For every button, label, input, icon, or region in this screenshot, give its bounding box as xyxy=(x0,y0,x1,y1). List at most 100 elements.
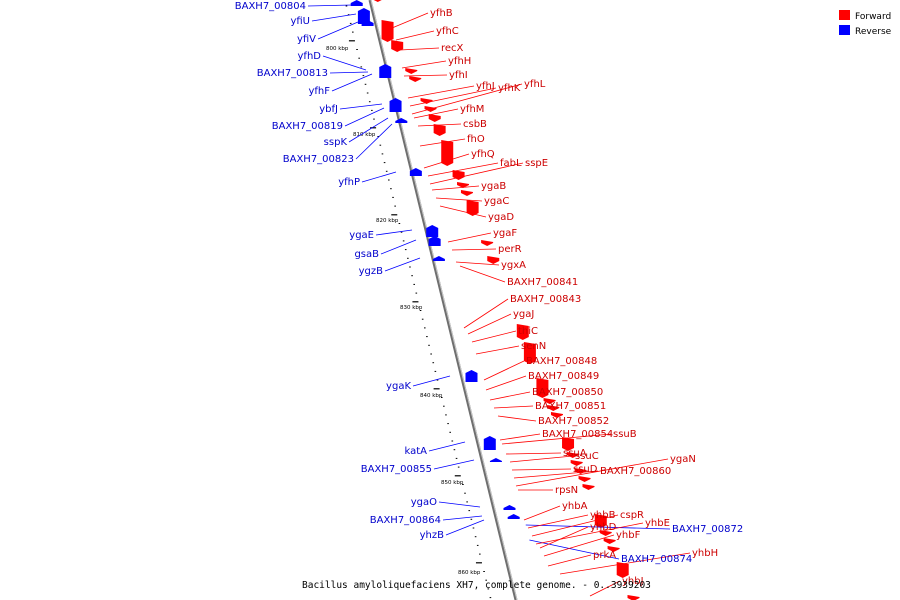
gene-label-baxh7_00848: BAXH7_00848 xyxy=(526,356,597,367)
gene-label-yhzb: yhzB xyxy=(420,530,445,541)
forward-gene-feature xyxy=(433,124,446,136)
reverse-gene-feature xyxy=(361,20,374,26)
forward-gene-feature xyxy=(562,437,575,451)
reverse-gene-feature xyxy=(395,118,408,123)
leader-line xyxy=(445,519,485,536)
forward-gene-feature xyxy=(594,514,607,528)
legend-swatch-forward xyxy=(839,10,850,20)
leader-line xyxy=(412,375,451,387)
gene-label-ygak: ygaK xyxy=(386,381,411,392)
forward-gene-feature xyxy=(536,378,549,398)
scale-label: 850 kbp xyxy=(441,480,464,486)
leader-line xyxy=(439,205,487,218)
gene-label-baxh7_00854: BAXH7_00854 xyxy=(542,429,613,440)
reverse-gene-feature xyxy=(483,436,496,450)
leader-line xyxy=(384,257,421,272)
gene-label-baxh7_00849: BAXH7_00849 xyxy=(528,371,599,382)
leader-line xyxy=(395,30,435,41)
forward-gene-feature xyxy=(457,182,470,188)
leader-line xyxy=(547,554,592,567)
leader-line xyxy=(531,514,619,537)
gene-label-baxh7_00813: BAXH7_00813 xyxy=(257,68,328,79)
forward-gene-feature xyxy=(481,240,494,246)
leader-line xyxy=(339,103,383,110)
reverse-gene-feature xyxy=(432,256,445,261)
leader-line xyxy=(499,433,541,441)
forward-gene-feature xyxy=(582,484,595,490)
gene-labels: BAXH7_00804 yfiU yfiV yfhD BAXH7_00813 yfhF yb… xyxy=(235,1,744,587)
gene-label-yhbd: yhbD xyxy=(590,522,617,533)
gene-label-recx: recX xyxy=(441,43,464,54)
leader-line xyxy=(442,515,483,521)
leader-line xyxy=(509,455,574,463)
forward-gene-feature xyxy=(599,530,612,536)
scale-label: 810 kbp xyxy=(353,132,376,138)
forward-gene-feature xyxy=(466,200,479,216)
gene-label-ygac: ygaC xyxy=(484,196,509,207)
leader-line xyxy=(433,459,475,470)
gene-label-baxh7_00819: BAXH7_00819 xyxy=(272,121,343,132)
gene-label-thic: thiC xyxy=(518,326,538,337)
gene-label-baxh7_00843: BAXH7_00843 xyxy=(510,294,581,305)
forward-gene-feature xyxy=(452,170,465,180)
leader-line xyxy=(429,162,524,185)
gene-label-yfhk: yfhK xyxy=(498,83,521,94)
forward-gene-feature xyxy=(543,398,556,404)
leader-line xyxy=(505,452,562,455)
forward-gene-feature xyxy=(487,256,500,264)
leader-line xyxy=(391,12,429,29)
leader-line xyxy=(401,60,447,69)
gene-label-sspe: sspE xyxy=(525,158,548,169)
scale-label: 840 kbp xyxy=(420,393,443,399)
leader-line xyxy=(380,239,417,255)
scale-label: 800 kbp xyxy=(326,46,349,52)
leader-line xyxy=(399,47,440,51)
scale-label: 820 kbp xyxy=(376,218,399,224)
leader-line xyxy=(411,83,523,115)
reverse-gene-feature xyxy=(503,505,516,510)
gene-label-baxh7_00872: BAXH7_00872 xyxy=(672,524,743,535)
reverse-gene-feature xyxy=(428,236,441,246)
leader-line xyxy=(513,470,599,479)
gene-label-yfhp: yfhP xyxy=(338,177,360,188)
forward-gene-feature xyxy=(616,562,629,578)
gene-label-ygaf: ygaF xyxy=(493,228,517,239)
genome-backbone-highlight xyxy=(370,0,518,600)
gene-label-fho: fhO xyxy=(467,134,485,145)
genome-caption: Bacillus amyloliquefaciens XH7, complete… xyxy=(302,580,651,591)
gene-label-sspk: sspK xyxy=(324,137,348,148)
leader-line xyxy=(423,153,470,169)
leader-line xyxy=(361,171,397,183)
leader-line xyxy=(467,313,512,335)
scale-label: 830 kbp xyxy=(400,305,423,311)
gene-label-baxh7_00874: BAXH7_00874 xyxy=(621,554,692,565)
gene-label-fabl: fabL xyxy=(500,158,522,169)
legend: Forward Reverse xyxy=(839,10,892,37)
leader-line xyxy=(403,74,448,77)
gene-label-ssud: ssuD xyxy=(573,464,598,475)
gene-features xyxy=(350,0,640,600)
leader-line xyxy=(543,534,615,557)
gene-label-ygan: ygaN xyxy=(670,454,696,465)
leader-line xyxy=(322,55,367,71)
forward-gene-feature xyxy=(627,595,640,600)
leader-line xyxy=(431,185,480,191)
gene-label-kata: katA xyxy=(404,446,427,457)
leader-line xyxy=(459,265,506,283)
gene-label-yfhf: yfhF xyxy=(308,86,330,97)
leader-line xyxy=(475,345,520,355)
gene-label-yfhm: yfhM xyxy=(460,104,484,115)
gene-label-ygxa: ygxA xyxy=(501,260,526,271)
label-leader-lines xyxy=(307,4,691,597)
gene-label-csbb: csbB xyxy=(463,119,487,130)
reverse-gene-feature xyxy=(507,514,520,519)
leader-line xyxy=(344,107,385,127)
forward-gene-feature xyxy=(578,476,591,482)
gene-label-ygao: ygaO xyxy=(411,497,437,508)
legend-label-forward: Forward xyxy=(855,12,891,22)
gene-label-perr: perR xyxy=(498,244,522,255)
gene-label-baxh7_00852: BAXH7_00852 xyxy=(538,416,609,427)
gene-label-cspr: cspR xyxy=(620,510,644,521)
leader-line xyxy=(413,108,459,119)
forward-gene-feature xyxy=(405,68,418,74)
